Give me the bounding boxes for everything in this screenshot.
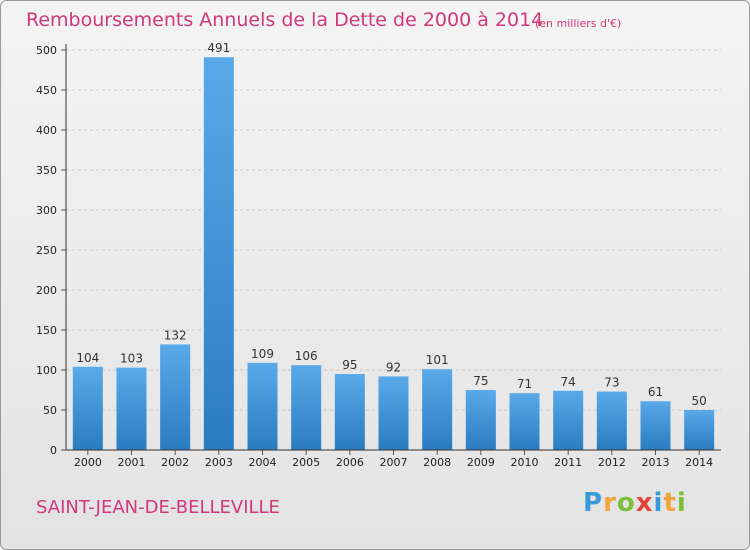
chart-title: Remboursements Annuels de la Dette de 20…: [26, 9, 544, 31]
bar: [291, 365, 322, 450]
bar: [247, 362, 278, 450]
x-tick-label: 2012: [598, 456, 626, 469]
x-tick-label: 2010: [511, 456, 539, 469]
bar: [596, 391, 627, 450]
y-tick-label: 200: [36, 284, 57, 297]
x-tick-label: 2011: [554, 456, 582, 469]
bar: [160, 344, 191, 450]
bar: [72, 366, 103, 450]
bar: [422, 369, 453, 450]
bar-value-label: 61: [648, 385, 663, 399]
x-tick-label: 2007: [380, 456, 408, 469]
bar: [203, 57, 234, 450]
bar-value-label: 106: [295, 349, 318, 363]
value-labels: 104 103 132 491 109 106 95 92 101 75 71 74 73 61 50: [76, 41, 706, 408]
logo-letter: r: [603, 488, 617, 518]
y-tick-label: 250: [36, 244, 57, 257]
bar: [553, 390, 584, 450]
bar: [116, 367, 147, 450]
logo-letter: t: [663, 488, 677, 518]
x-tick-label: 2008: [423, 456, 451, 469]
y-tick-label: 350: [36, 164, 57, 177]
y-tick-label: 500: [36, 44, 57, 57]
logo-letter: x: [635, 488, 654, 518]
x-tick-label: 2005: [292, 456, 320, 469]
bar-value-label: 132: [164, 328, 187, 342]
bar-value-label: 109: [251, 347, 274, 361]
bar-value-label: 92: [386, 360, 401, 374]
y-tick-label: 50: [43, 404, 57, 417]
proxiti-logo[interactable]: Proxiti: [583, 488, 687, 518]
bar: [334, 374, 365, 450]
logo-letter: i: [653, 488, 664, 518]
y-tick-label: 450: [36, 84, 57, 97]
bar: [509, 393, 540, 450]
logo-letter: o: [616, 488, 636, 518]
logo-letter: P: [583, 488, 604, 518]
bar: [378, 376, 409, 450]
x-tick-label: 2014: [685, 456, 713, 469]
commune-name: SAINT-JEAN-DE-BELLEVILLE: [36, 497, 280, 518]
x-tick-label: 2009: [467, 456, 495, 469]
bar-value-label: 491: [207, 41, 230, 55]
bar-value-label: 74: [561, 375, 576, 389]
bar-value-label: 104: [76, 351, 99, 365]
logo-letter: i: [676, 488, 687, 518]
x-tick-label: 2002: [161, 456, 189, 469]
x-tick-label: 2001: [118, 456, 146, 469]
y-tick-label: 0: [50, 444, 57, 457]
x-tick-label: 2013: [642, 456, 670, 469]
x-tick-label: 2004: [249, 456, 277, 469]
bar-value-label: 95: [342, 358, 357, 372]
bar-value-label: 103: [120, 352, 143, 366]
y-tick-label: 400: [36, 124, 57, 137]
chart-subtitle: (en milliers d'€): [535, 17, 622, 30]
bar-value-label: 50: [692, 394, 707, 408]
bar-value-label: 101: [426, 353, 449, 367]
x-tick-label: 2000: [74, 456, 102, 469]
bar-value-label: 73: [604, 376, 619, 390]
bar-value-label: 71: [517, 377, 532, 391]
bar: [465, 390, 496, 450]
y-tick-label: 150: [36, 324, 57, 337]
bars: [72, 57, 715, 450]
y-tick-label: 300: [36, 204, 57, 217]
y-tick-label: 100: [36, 364, 57, 377]
bar: [684, 410, 715, 450]
x-tick-label: 2003: [205, 456, 233, 469]
bar: [640, 401, 671, 450]
bar-value-label: 75: [473, 374, 488, 388]
x-tick-label: 2006: [336, 456, 364, 469]
